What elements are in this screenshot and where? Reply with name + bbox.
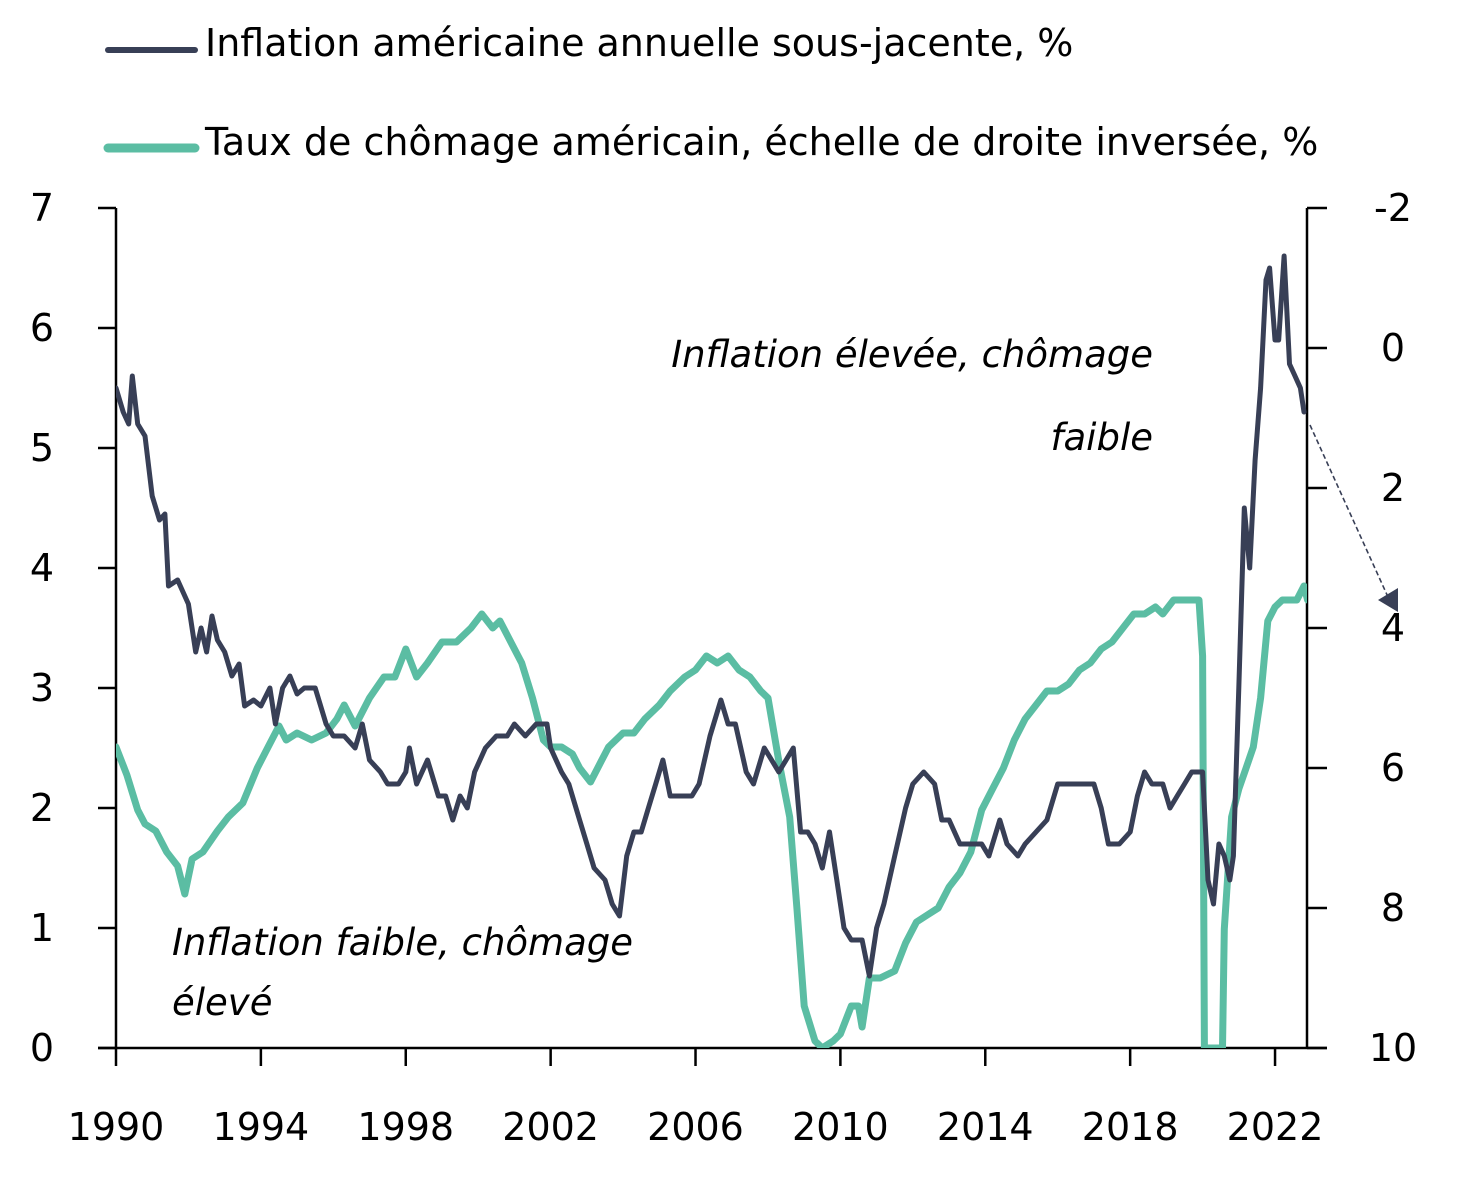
annotation-high-inflation-line1: Inflation élevée, chômage — [671, 333, 1153, 376]
arrow-head-icon — [1378, 588, 1398, 612]
right-axis-ticks: -2 0 2 4 6 8 10 — [1307, 186, 1417, 1070]
right-tick-label: 0 — [1381, 326, 1405, 370]
left-axis-ticks: 0 1 2 3 4 5 6 7 — [30, 186, 116, 1070]
left-tick-label: 4 — [30, 546, 54, 590]
x-tick-label: 1990 — [68, 1105, 165, 1149]
right-tick-label: 10 — [1369, 1026, 1417, 1070]
x-tick-label: 1998 — [357, 1105, 454, 1149]
annotation-low-inflation-line1: Inflation faible, chômage — [172, 921, 633, 964]
annotation-low-inflation-line2: élevé — [172, 981, 272, 1024]
annotation-low-inflation: Inflation faible, chômage élevé — [172, 921, 633, 1024]
right-tick-label: 2 — [1381, 466, 1405, 510]
x-tick-label: 2014 — [937, 1105, 1034, 1149]
x-tick-label: 2018 — [1082, 1105, 1179, 1149]
x-tick-label: 1994 — [213, 1105, 310, 1149]
x-tick-label: 2006 — [647, 1105, 744, 1149]
right-tick-label: 8 — [1381, 886, 1405, 930]
annotation-high-inflation: Inflation élevée, chômage faible — [671, 333, 1153, 459]
left-tick-label: 6 — [30, 306, 54, 350]
series-line-inflation — [116, 253, 1307, 979]
x-tick-label: 2002 — [502, 1105, 599, 1149]
legend: Inflation américaine annuelle sous-jacen… — [103, 21, 1318, 164]
right-tick-label: 6 — [1381, 746, 1405, 790]
arrow-shaft — [1309, 424, 1389, 598]
right-tick-label: -2 — [1374, 186, 1412, 230]
right-tick-label: 4 — [1381, 606, 1405, 650]
left-tick-label: 2 — [30, 786, 54, 830]
x-axis-ticks: 1990 1994 1998 2002 2006 2010 2014 2018 2022 — [68, 1048, 1324, 1149]
left-tick-label: 7 — [30, 186, 54, 230]
dashed-arrow — [1309, 424, 1398, 612]
left-tick-label: 0 — [30, 1026, 54, 1070]
x-tick-label: 2022 — [1227, 1105, 1324, 1149]
legend-label-unemployment: Taux de chômage américain, échelle de dr… — [204, 120, 1318, 164]
left-tick-label: 1 — [30, 906, 54, 950]
x-tick-label: 2010 — [792, 1105, 889, 1149]
left-tick-label: 5 — [30, 426, 54, 470]
legend-label-inflation: Inflation américaine annuelle sous-jacen… — [205, 21, 1073, 65]
left-tick-label: 3 — [30, 666, 54, 710]
series-line-unemployment — [116, 582, 1307, 1048]
annotation-high-inflation-line2: faible — [1050, 416, 1153, 459]
